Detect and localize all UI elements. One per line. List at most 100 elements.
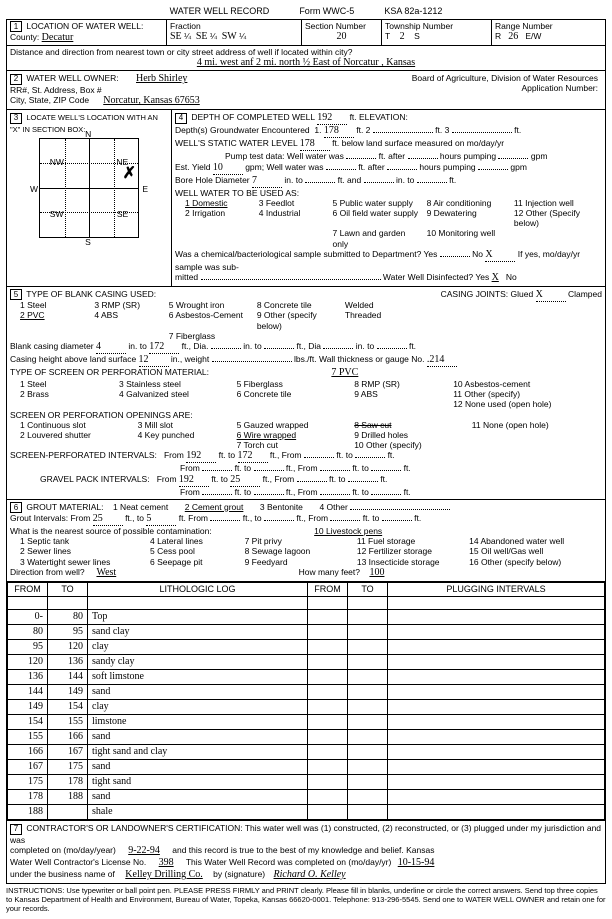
- bore-ft: ft. and: [338, 175, 362, 185]
- log-table: FROM TO LITHOLOGIC LOG FROM TO PLUGGING …: [7, 582, 605, 821]
- co8: 8 Sewage lagoon: [245, 546, 351, 556]
- cert-line2: completed on (mo/day/year): [10, 845, 116, 855]
- op6: 6 Wire wrapped: [237, 430, 349, 440]
- gw-blank3: [452, 132, 512, 133]
- gpi-ft3: ft.: [380, 474, 387, 484]
- disinfect-x: X: [492, 272, 499, 283]
- dia-ft-value: 172: [149, 341, 179, 354]
- pump-b2: [408, 158, 438, 159]
- section-locate-depth: 3 LOCATE WELL'S LOCATION WITH AN "X" IN …: [6, 110, 606, 287]
- cert-lic: 398: [159, 857, 174, 868]
- c7: 7 Fiberglass: [169, 331, 251, 341]
- g2: 2 Cement grout: [185, 502, 244, 512]
- gpi-b2: [348, 481, 378, 482]
- log-hdr-lith: LITHOLOGIC LOG: [88, 582, 308, 596]
- frac-2: SE: [196, 31, 208, 42]
- dia-label: Blank casing diameter: [10, 341, 94, 351]
- elev-label: ft. ELEVATION:: [350, 112, 408, 122]
- owner-name: Herb Shirley: [136, 73, 187, 84]
- bore-b1: [305, 182, 335, 183]
- gpi-b3: [202, 494, 232, 495]
- chem-yes-b: [440, 256, 470, 257]
- section-grout: 6 GROUT MATERIAL: 1 Neat cement 2 Cement…: [6, 500, 606, 582]
- range-ew: E/W: [525, 31, 541, 41]
- section-box-diagram: N S W E NW NE SW SE ✗: [39, 138, 139, 238]
- frac-3: SW: [222, 31, 237, 42]
- distance-value: 4 mi. west anf 2 mi. north ½ East of Nor…: [10, 57, 602, 69]
- log-hdr-from: FROM: [8, 582, 48, 596]
- open-label: SCREEN OR PERFORATION OPENINGS ARE:: [10, 410, 193, 420]
- static-value: 178: [300, 138, 330, 151]
- range-r: R: [495, 31, 501, 41]
- bore-in: in. to: [284, 175, 302, 185]
- use-12: 12 Other (Specify below): [514, 208, 602, 228]
- section-num-3: 3: [10, 113, 22, 124]
- spi-ft-2: ft., From: [286, 463, 318, 473]
- log-hdr-plug: PLUGGING INTERVALS: [388, 582, 605, 596]
- gpi-b5: [320, 494, 350, 495]
- sc12: 12 None used (open hole): [453, 399, 602, 409]
- bore-b2: [364, 182, 394, 183]
- cert-line3b: This Water Well Record was completed on …: [186, 857, 391, 867]
- op1: 1 Continuous slot: [20, 420, 132, 430]
- gpi-from: From: [157, 474, 177, 484]
- log-row: 149154clay: [8, 700, 605, 715]
- frac-1: SE: [170, 31, 182, 42]
- co14: 14 Abandoned water well: [469, 536, 602, 546]
- casing-heading: TYPE OF BLANK CASING USED:: [26, 289, 156, 299]
- screen-sel: 7 PVC: [331, 367, 358, 378]
- c4: 4 ABS: [94, 310, 162, 330]
- section-num-6: 6: [10, 502, 22, 513]
- joints-label: CASING JOINTS: Glued: [441, 289, 534, 299]
- rr-label: RR#, St. Address, Box #: [10, 85, 102, 95]
- int-f: 25: [93, 513, 123, 526]
- compass-n: N: [85, 129, 91, 139]
- spi-b5: [320, 470, 350, 471]
- op3: 3 Mill slot: [138, 420, 231, 430]
- log-hdr-to2: TO: [348, 582, 388, 596]
- co16: 16 Other (specify below): [469, 557, 602, 567]
- yield-b3: [478, 169, 508, 170]
- bore-in2: in. to: [396, 175, 414, 185]
- cert-line2b: and this record is true to the best of m…: [172, 845, 434, 855]
- yield-b2: [387, 169, 417, 170]
- mitted-b: [201, 279, 381, 280]
- gpi-ft-2: ft., From: [286, 487, 318, 497]
- gw-blank2: [373, 132, 433, 133]
- joints-x: X: [536, 289, 566, 302]
- clamped: Clamped: [568, 289, 602, 299]
- static-after: ft. below land surface measured on mo/da…: [332, 138, 504, 148]
- welded: Welded: [345, 300, 441, 310]
- dia-b3: [264, 348, 294, 349]
- dia-b4: [323, 348, 353, 349]
- x-mark: ✗: [123, 164, 136, 183]
- int-b4: [382, 520, 412, 521]
- gw-label: Depth(s) Groundwater Encountered: [175, 125, 310, 135]
- log-row: 144149sand: [8, 685, 605, 700]
- section-num-1: 1: [10, 21, 22, 32]
- spi-b6: [371, 470, 401, 471]
- dia-ft2: ft., Dia: [296, 341, 321, 351]
- height-value: 12: [139, 354, 169, 367]
- int-ft: ft. From: [179, 513, 208, 523]
- yield-gpm: gpm: [510, 162, 527, 172]
- owner-heading: WATER WELL OWNER:: [26, 73, 118, 83]
- compass-w: W: [30, 184, 38, 194]
- gpi-to2: ft. to: [235, 487, 252, 497]
- yield-hours: hours pumping: [419, 162, 475, 172]
- yield-label: Est. Yield: [175, 162, 210, 172]
- range-label: Range Number: [495, 21, 553, 31]
- bore-b3: [417, 182, 447, 183]
- compass-nw: NW: [50, 157, 64, 167]
- use-4: 4 Industrial: [259, 208, 327, 228]
- use-3: 3 Feedlot: [259, 198, 327, 208]
- use-label: WELL WATER TO BE USED AS:: [175, 188, 299, 198]
- cert-date2: 10-15-94: [398, 857, 435, 868]
- log-row: 120136sandy clay: [8, 655, 605, 670]
- op10: 10 Other (specify): [354, 440, 466, 450]
- depth-value: 192: [317, 112, 347, 125]
- log-row: 154155limstone: [8, 715, 605, 730]
- compass-e: E: [142, 184, 148, 194]
- gpi-to: ft. to: [211, 474, 228, 484]
- yield-after2: ft. after: [358, 162, 384, 172]
